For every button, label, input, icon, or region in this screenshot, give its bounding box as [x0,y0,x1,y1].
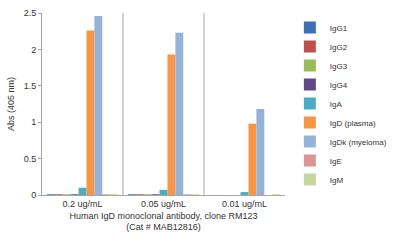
svg-text:2: 2 [31,45,36,55]
svg-text:1.5: 1.5 [24,81,37,91]
svg-text:0: 0 [31,190,36,200]
svg-text:Human IgD monoclonal antibody,: Human IgD monoclonal antibody, clone RM1… [70,211,258,233]
svg-text:1: 1 [31,117,36,127]
svg-text:IgA: IgA [330,100,343,109]
svg-text:IgG1: IgG1 [330,24,348,33]
svg-text:IgDk (myeloma): IgDk (myeloma) [330,138,387,147]
svg-text:IgG2: IgG2 [330,43,348,52]
svg-text:IgG4: IgG4 [330,81,348,90]
svg-text:0.2 ug/mL: 0.2 ug/mL [62,199,102,209]
svg-text:IgD (plasma): IgD (plasma) [330,119,376,128]
svg-text:2.5: 2.5 [24,8,37,18]
svg-text:0.05 ug/mL: 0.05 ug/mL [141,199,186,209]
svg-text:0.5: 0.5 [24,154,37,164]
svg-text:IgE: IgE [330,157,342,166]
svg-text:IgG3: IgG3 [330,62,348,71]
svg-text:Abs (405 nm): Abs (405 nm) [6,77,16,131]
svg-text:IgM: IgM [330,176,344,185]
svg-text:0.01 ug/mL: 0.01 ug/mL [222,199,267,209]
